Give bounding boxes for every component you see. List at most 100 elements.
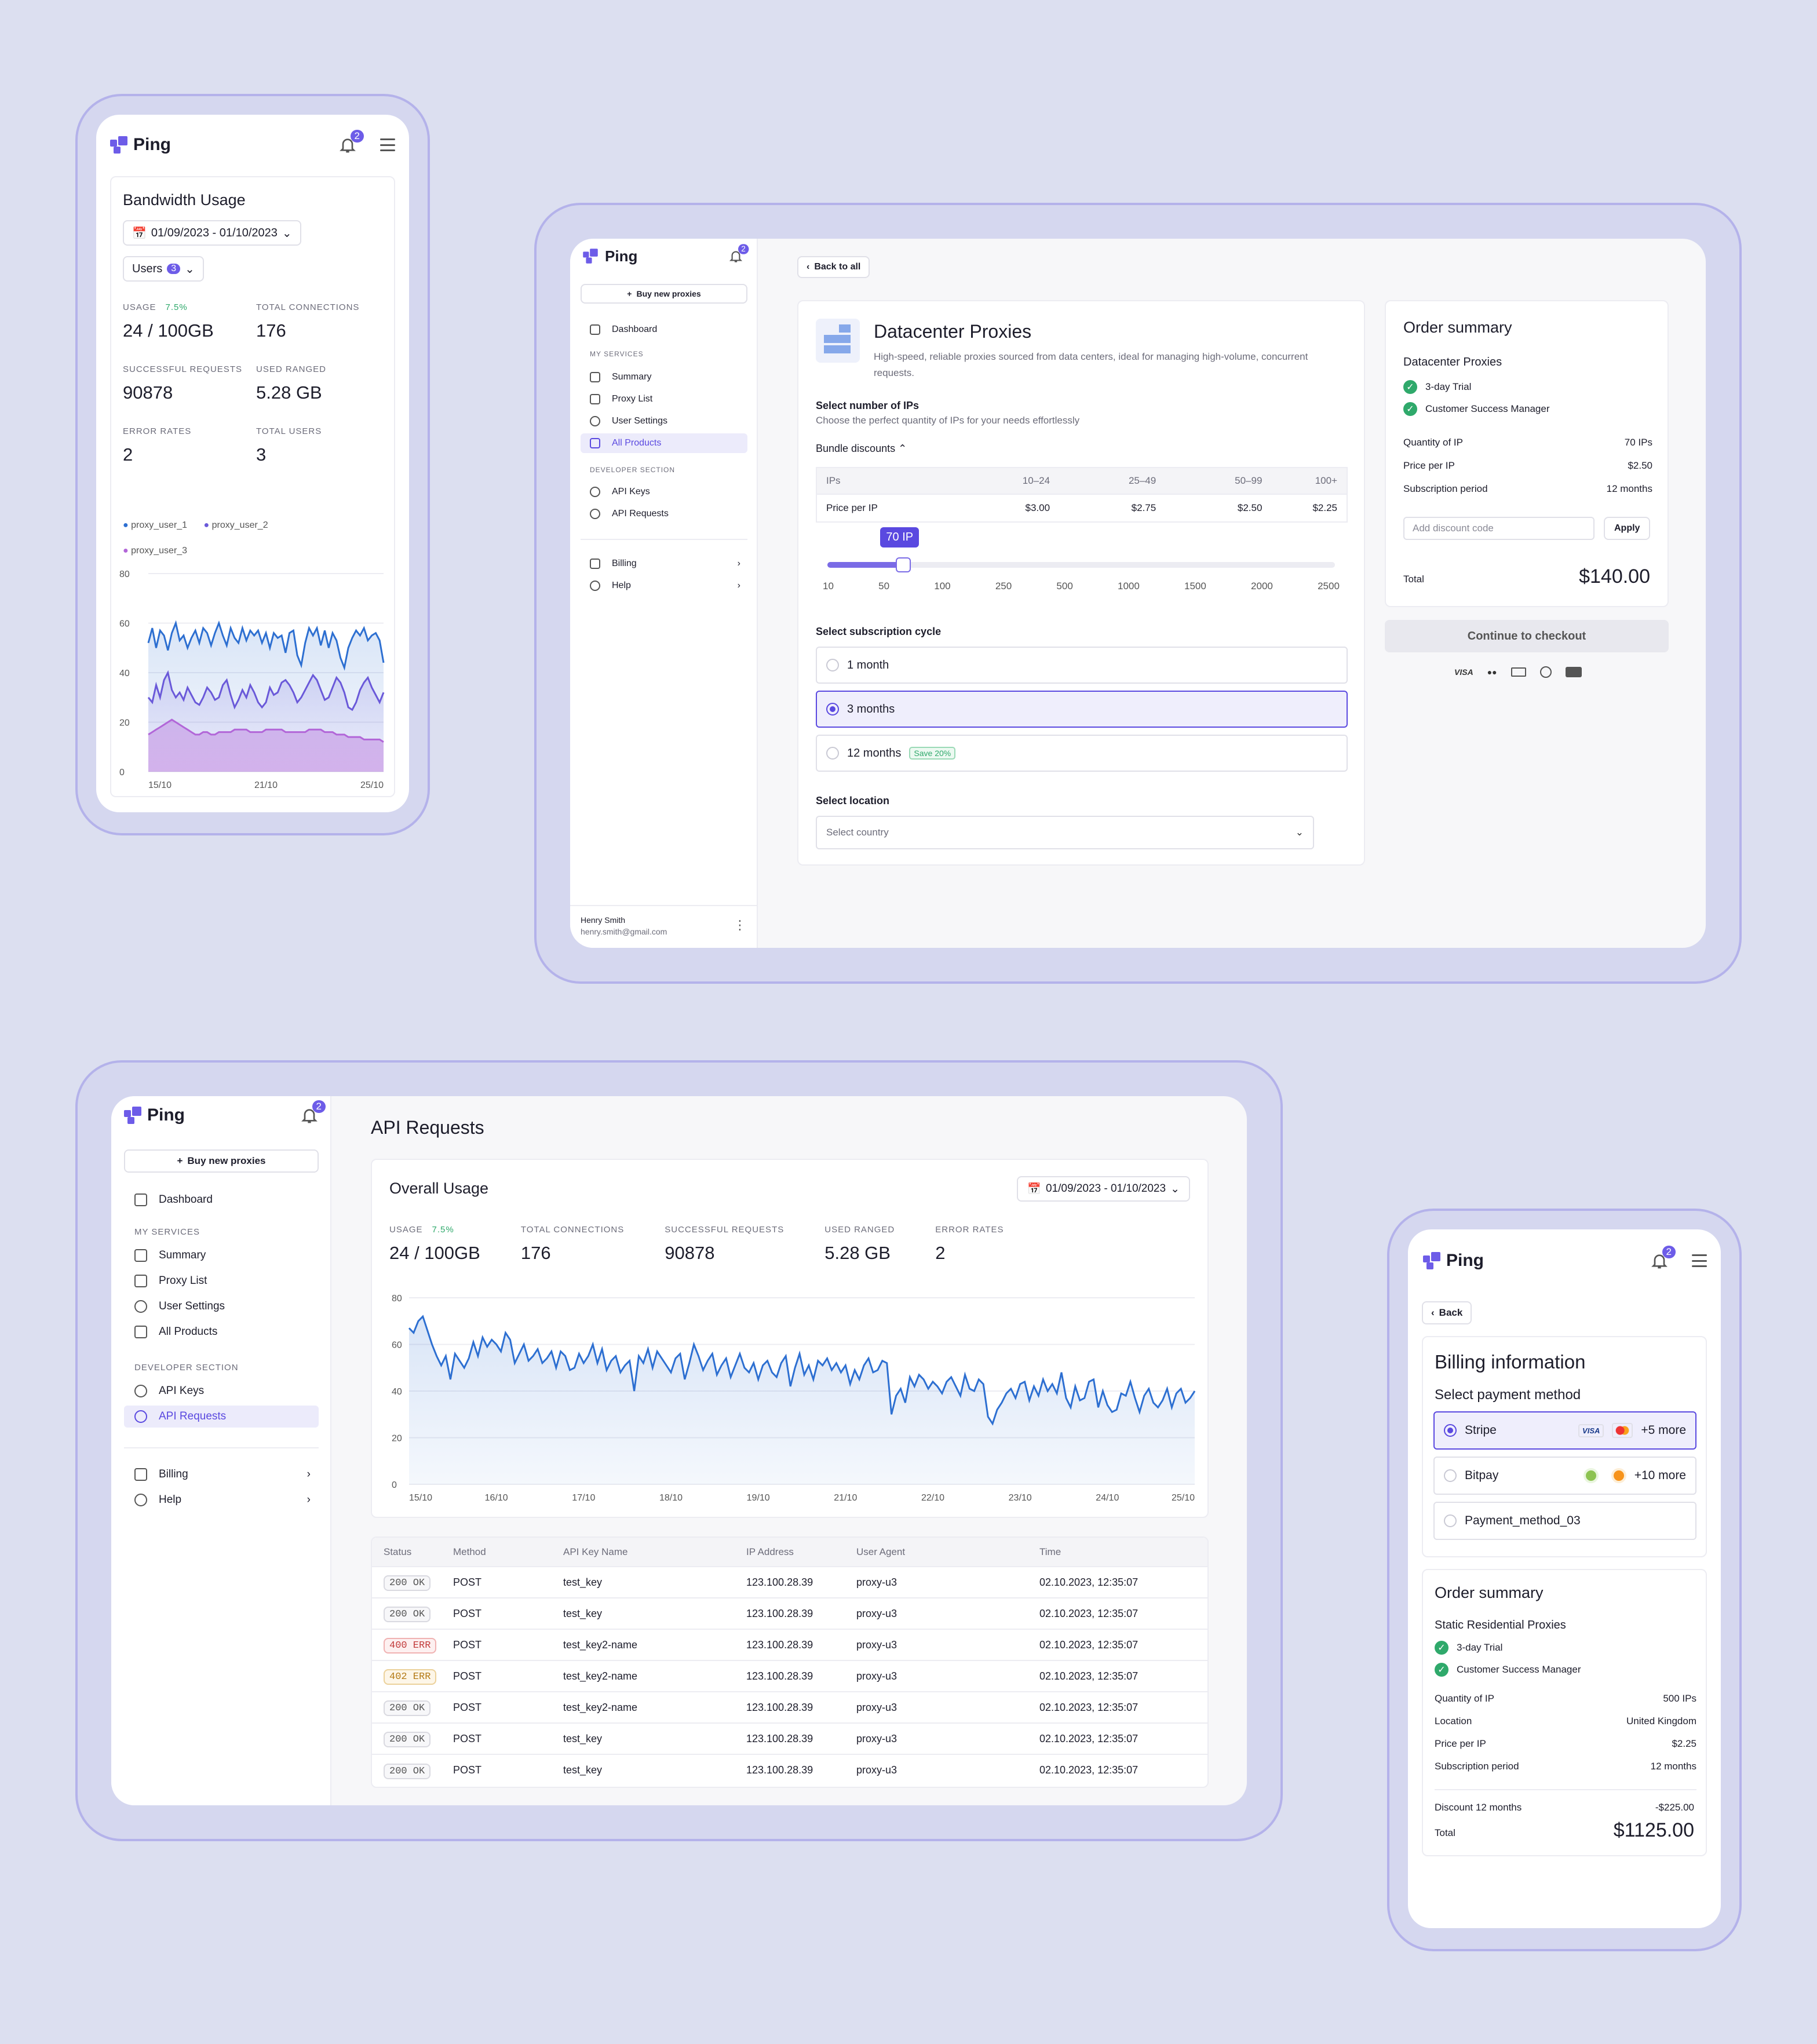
radio-button[interactable] — [826, 747, 839, 760]
calendar-icon: 📅 — [132, 227, 147, 240]
table-row[interactable]: 200 OK POST test_key 123.100.28.39 proxy-u3 0… — [372, 1754, 1207, 1786]
bundle-table-header: IPs 10–24 25–49 50–99 100+ — [816, 468, 1347, 494]
nav-help[interactable]: Help › — [124, 1489, 319, 1511]
nav-all-products[interactable]: All Products — [124, 1321, 319, 1343]
bell-icon[interactable]: 2 — [300, 1100, 326, 1125]
nav-dashboard[interactable]: Dashboard — [124, 1189, 319, 1211]
status-badge: 200 OK — [384, 1763, 431, 1779]
stat-block: SUCCESSFUL REQUESTS 90878 — [665, 1225, 784, 1264]
country-select[interactable]: Select country ⌄ — [816, 816, 1314, 849]
checkout-button[interactable]: Continue to checkout — [1385, 620, 1669, 652]
summary-key: Location — [1435, 1716, 1472, 1727]
buy-new-proxies-button[interactable]: + Buy new proxies — [581, 284, 747, 304]
check-icon: ✓ — [1403, 402, 1417, 416]
ping-logo[interactable]: Ping — [110, 135, 171, 155]
nav-summary[interactable]: Summary — [124, 1244, 319, 1266]
basket-icon — [590, 438, 600, 448]
bell-icon[interactable]: 2 — [1650, 1246, 1676, 1270]
nav-api-keys[interactable]: API Keys — [581, 482, 747, 502]
table-row[interactable]: 200 OK POST test_key 123.100.28.39 proxy-u3 0… — [372, 1598, 1207, 1629]
visa-icon: VISA — [1454, 667, 1473, 677]
stat-value: 24 / 100GB — [123, 320, 214, 341]
slider-fill — [827, 562, 904, 568]
menu-icon[interactable] — [380, 138, 395, 151]
nav-summary[interactable]: Summary — [581, 367, 747, 387]
agent-cell: proxy-u3 — [856, 1732, 897, 1744]
nav-all-products[interactable]: All Products — [581, 433, 747, 453]
payment-method-option[interactable]: Stripe VISA +5 more — [1433, 1411, 1696, 1450]
payment-method-option[interactable]: Bitpay +10 more — [1433, 1457, 1696, 1495]
nav-api-requests[interactable]: API Requests — [124, 1406, 319, 1428]
radio-button[interactable] — [826, 703, 839, 716]
bundle-discounts-toggle[interactable]: Bundle discounts ⌃ — [816, 443, 907, 454]
divider — [581, 539, 747, 540]
nav-user-settings[interactable]: User Settings — [581, 411, 747, 431]
cycle-option[interactable]: 1 month — [816, 647, 1348, 684]
nav-dashboard[interactable]: Dashboard — [581, 320, 747, 340]
key-cell: test_key — [563, 1764, 603, 1776]
nav-billing[interactable]: Billing › — [124, 1463, 319, 1485]
cycle-option[interactable]: 3 months — [816, 691, 1348, 728]
nav-help[interactable]: Help › — [581, 576, 747, 596]
y-tick-label: 0 — [392, 1480, 397, 1490]
back-button[interactable]: ‹ Back — [1422, 1301, 1472, 1324]
key-cell: test_key — [563, 1576, 603, 1588]
bell-icon[interactable]: 2 — [338, 130, 364, 154]
nav-proxy-list[interactable]: Proxy List — [124, 1270, 319, 1292]
nav-billing[interactable]: Billing › — [581, 554, 747, 574]
stat-value: 90878 — [665, 1243, 715, 1263]
usage-card: Overall Usage 📅 01/09/2023 - 01/10/2023 … — [371, 1159, 1209, 1518]
table-row[interactable]: 200 OK POST test_key2-name 123.100.28.39 pro… — [372, 1692, 1207, 1723]
sidebar: Ping 2 + Buy new proxies Dashboard MY SER… — [111, 1096, 331, 1805]
radio-button[interactable] — [826, 659, 839, 671]
ping-logo[interactable]: Ping — [1423, 1251, 1484, 1271]
chevron-left-icon: ‹ — [1431, 1307, 1435, 1318]
table-row[interactable]: 200 OK POST test_key 123.100.28.39 proxy-u3 0… — [372, 1723, 1207, 1754]
more-vertical-icon[interactable]: ⋮ — [734, 918, 746, 932]
nav-proxy-list[interactable]: Proxy List — [581, 389, 747, 409]
cycle-option[interactable]: 12 months Save 20% — [816, 735, 1348, 772]
status-cell: 200 OK — [372, 1598, 453, 1629]
column-header: User Agent — [856, 1546, 906, 1557]
users-dropdown[interactable]: Users 3 ⌄ — [123, 256, 204, 282]
nav-user-settings[interactable]: User Settings — [124, 1295, 319, 1317]
buy-new-proxies-button[interactable]: + Buy new proxies — [124, 1149, 319, 1173]
payment-method-option[interactable]: Payment_method_03 — [1433, 1502, 1696, 1540]
back-to-all-button[interactable]: ‹ Back to all — [797, 256, 870, 278]
radio-button[interactable] — [1444, 1514, 1457, 1527]
bell-icon[interactable]: 2 — [728, 244, 749, 264]
ping-logo[interactable]: Ping — [124, 1105, 185, 1125]
bitcoin-icon — [1611, 1468, 1626, 1483]
slider-value-tooltip: 70 IP — [880, 527, 920, 548]
cycle-options: 1 month 3 months 12 months Save 20% — [816, 647, 1348, 779]
x-tick-label: 22/10 — [921, 1493, 944, 1503]
method-cell: POST — [453, 1607, 482, 1619]
ip-slider[interactable]: 70 IP 10 50 100 250 500 1000 1500 2000 2500 — [823, 527, 1340, 592]
notification-badge: 2 — [350, 130, 364, 143]
series-area — [409, 1316, 1195, 1484]
stat-label: USAGE 7.5% — [389, 1225, 454, 1235]
table-row[interactable]: 200 OK POST test_key 123.100.28.39 proxy-u3 0… — [372, 1567, 1207, 1598]
summary-icon — [590, 372, 600, 382]
slider-handle[interactable] — [896, 557, 911, 572]
radio-button[interactable] — [1444, 1469, 1457, 1482]
discount-input[interactable]: Add discount code — [1403, 517, 1595, 540]
payment-icons: VISA ●● — [1454, 666, 1582, 678]
nav-api-keys[interactable]: API Keys — [124, 1380, 319, 1402]
radio-button[interactable] — [1444, 1424, 1457, 1437]
brand-name: Ping — [1446, 1251, 1484, 1270]
stat-block: TOTAL USERS 3 — [256, 426, 389, 465]
date-range-picker[interactable]: 📅 01/09/2023 - 01/10/2023 ⌄ — [1017, 1176, 1190, 1202]
user-profile[interactable]: Henry Smith henry.smith@gmail.com ⋮ — [570, 905, 758, 948]
stat-block: ERROR RATES 2 — [123, 426, 256, 465]
table-row[interactable]: 400 ERR POST test_key2-name 123.100.28.39 pr… — [372, 1629, 1207, 1660]
table-row[interactable]: 402 ERR POST test_key2-name 123.100.28.39 pr… — [372, 1660, 1207, 1692]
ping-logo[interactable]: Ping — [582, 247, 637, 265]
nav-api-requests[interactable]: API Requests — [581, 504, 747, 524]
menu-icon[interactable] — [1692, 1254, 1707, 1267]
apply-button[interactable]: Apply — [1604, 517, 1651, 540]
product-icon — [816, 319, 860, 363]
users-icon — [590, 416, 600, 426]
date-range-picker[interactable]: 📅 01/09/2023 - 01/10/2023 ⌄ — [123, 220, 301, 246]
column-header: Method — [453, 1546, 486, 1557]
